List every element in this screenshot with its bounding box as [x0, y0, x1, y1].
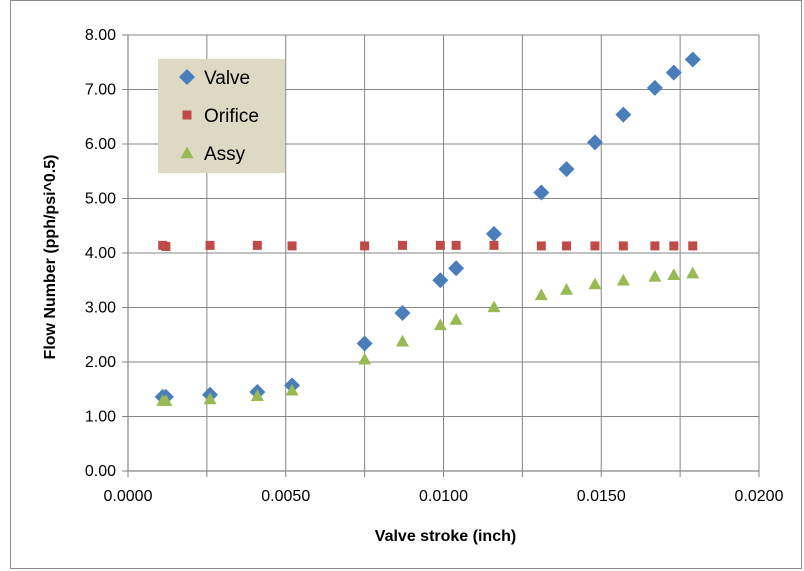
orifice-point [287, 241, 297, 251]
assy-point [487, 300, 501, 313]
legend-label-valve: Valve [204, 68, 250, 89]
assy-point [250, 389, 264, 401]
valve-point [356, 335, 373, 352]
orifice-point [360, 241, 370, 251]
scatter-chart: 0.0000 0.0050 0.0100 0.0150 0.0200 0.00 1.00 2… [42, 27, 784, 545]
y-tick-label: 7.00 [85, 82, 116, 99]
valve-point [615, 106, 632, 123]
valve-point [533, 184, 550, 201]
legend-marker-valve [179, 69, 195, 85]
orifice-point [397, 240, 407, 250]
x-tick-label: 0.0100 [419, 488, 468, 505]
valve-point [665, 64, 682, 81]
assy-point [667, 268, 681, 280]
legend-marker-orifice [182, 110, 192, 120]
assy-point [449, 312, 463, 325]
assy-point [433, 318, 447, 331]
orifice-point [688, 241, 698, 251]
y-tick-label: 6.00 [85, 136, 116, 153]
orifice-point [618, 241, 628, 251]
valve-point [432, 272, 449, 289]
orifice-point [435, 240, 445, 250]
orifice-point [590, 241, 600, 251]
axes [122, 34, 760, 477]
assy-point [616, 273, 630, 286]
x-tick-label: 0.0050 [261, 488, 310, 505]
x-tick-label: 0.0150 [577, 488, 626, 505]
orifice-point [650, 241, 660, 251]
orifice-point [161, 241, 171, 251]
assy-point [686, 266, 700, 279]
y-tick-label: 1.00 [85, 409, 116, 426]
chart-frame: 0.0000 0.0050 0.0100 0.0150 0.0200 0.00 1.00 2… [10, 0, 802, 569]
y-tick-label: 0.00 [85, 463, 116, 480]
x-axis-title: Valve stroke (inch) [375, 528, 516, 545]
y-tick-label: 5.00 [85, 191, 116, 208]
valve-point [448, 260, 465, 277]
y-tick-label: 8.00 [85, 27, 116, 44]
valve-point [485, 225, 502, 242]
orifice-point [669, 241, 679, 251]
x-tick-label: 0.0200 [735, 488, 784, 505]
legend-marker-assy [180, 146, 194, 159]
valve-point [394, 304, 411, 321]
series-assy [156, 266, 700, 406]
assy-point [285, 383, 299, 396]
assy-point [395, 334, 409, 347]
y-tick-label: 4.00 [85, 245, 116, 262]
assy-point [534, 288, 548, 301]
legend-box [158, 59, 285, 173]
orifice-point [489, 240, 499, 250]
orifice-point [562, 241, 572, 251]
assy-point [560, 283, 574, 295]
assy-point [358, 352, 372, 365]
y-axis-title: Flow Number (pph/psi^0.5) [42, 155, 59, 360]
y-tick-label: 3.00 [85, 300, 116, 317]
legend-label-orifice: Orifice [204, 106, 259, 127]
orifice-point [536, 241, 546, 251]
orifice-point [252, 240, 262, 250]
legend-label-assy: Assy [204, 144, 246, 165]
valve-point [558, 161, 575, 178]
assy-point [159, 394, 173, 406]
valve-point [646, 79, 663, 96]
orifice-point [205, 240, 215, 250]
assy-point [648, 269, 662, 282]
y-tick-label: 2.00 [85, 354, 116, 371]
legend: Valve Orifice Assy [158, 59, 285, 173]
orifice-point [451, 240, 461, 250]
data-points [154, 51, 701, 406]
series-orifice [158, 240, 698, 251]
valve-point [586, 134, 603, 151]
valve-point [684, 51, 701, 68]
assy-point [588, 277, 602, 290]
y-tick-labels: 0.00 1.00 2.00 3.00 4.00 5.00 6.00 7.00 8.00 [85, 27, 116, 480]
x-tick-labels: 0.0000 0.0050 0.0100 0.0150 0.0200 [104, 488, 784, 505]
assy-point [203, 392, 217, 405]
series-valve [154, 51, 701, 405]
x-tick-label: 0.0000 [104, 488, 153, 505]
